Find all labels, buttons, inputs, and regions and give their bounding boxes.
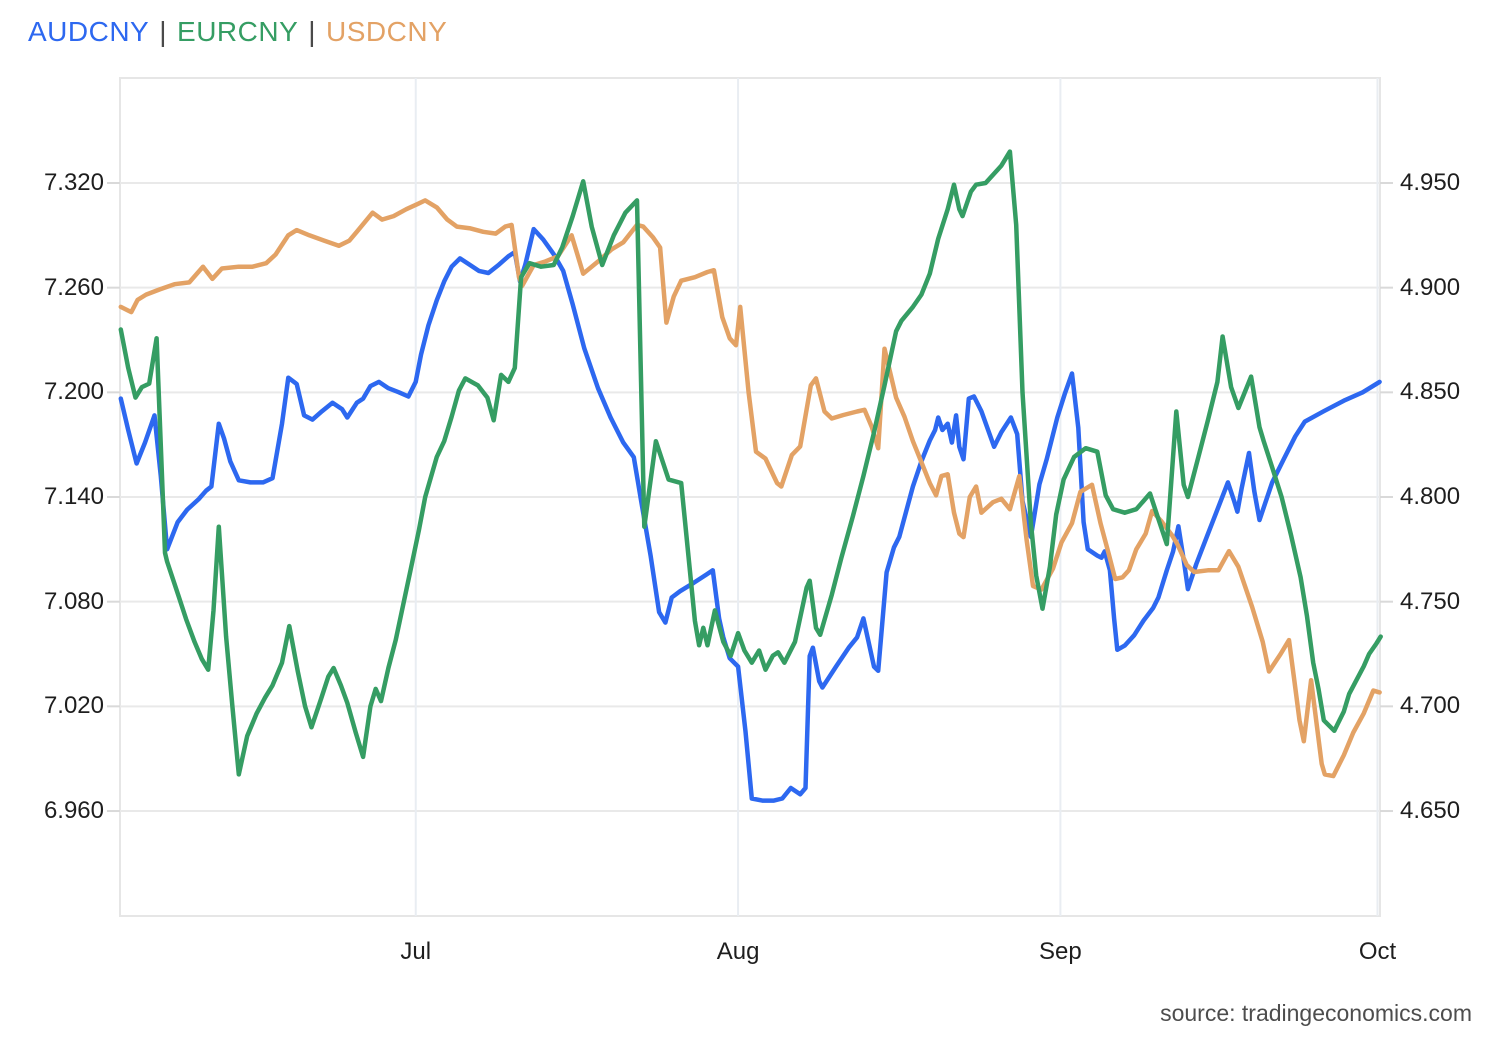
x-axis-month-label: Sep — [1039, 938, 1082, 965]
legend-separator: | — [159, 16, 168, 47]
y-axis-right-label: 4.950 — [1400, 169, 1461, 196]
y-axis-right-label: 4.850 — [1400, 378, 1461, 406]
series-line-eurcny[interactable] — [118, 149, 1383, 777]
y-axis-left-label: 7.020 — [43, 692, 104, 720]
legend-item-usdcny[interactable]: USDCNY — [326, 16, 448, 47]
y-axis-right-label: 4.700 — [1400, 692, 1461, 720]
y-axis-left-label: 7.260 — [43, 273, 104, 301]
series-line-usdcny[interactable] — [118, 198, 1382, 779]
y-axis-left-label: 7.200 — [43, 378, 104, 406]
y-axis-right-label: 4.900 — [1400, 273, 1461, 301]
y-axis-left-label: 7.320 — [43, 169, 104, 196]
y-axis-right-label: 4.650 — [1400, 797, 1461, 825]
y-axis-left-label: 6.960 — [43, 797, 104, 825]
x-axis-month-label: Oct — [1358, 938, 1397, 965]
y-axis-right-label: 4.800 — [1400, 483, 1461, 510]
chart-legend: AUDCNY | EURCNY | USDCNY — [28, 16, 447, 48]
legend-item-eurcny[interactable]: EURCNY — [177, 16, 299, 47]
y-axis-left-label: 7.080 — [43, 587, 104, 615]
series-line-audcny[interactable] — [118, 226, 1382, 803]
legend-item-audcny[interactable]: AUDCNY — [28, 16, 150, 47]
x-axis-month-label: Jul — [400, 938, 432, 965]
y-axis-left-label: 7.140 — [43, 483, 104, 510]
legend-separator: | — [308, 16, 317, 47]
x-axis-month-label: Aug — [716, 938, 760, 965]
y-axis-right-label: 4.750 — [1400, 587, 1461, 615]
source-attribution: source: tradingeconomics.com — [1160, 1000, 1472, 1026]
